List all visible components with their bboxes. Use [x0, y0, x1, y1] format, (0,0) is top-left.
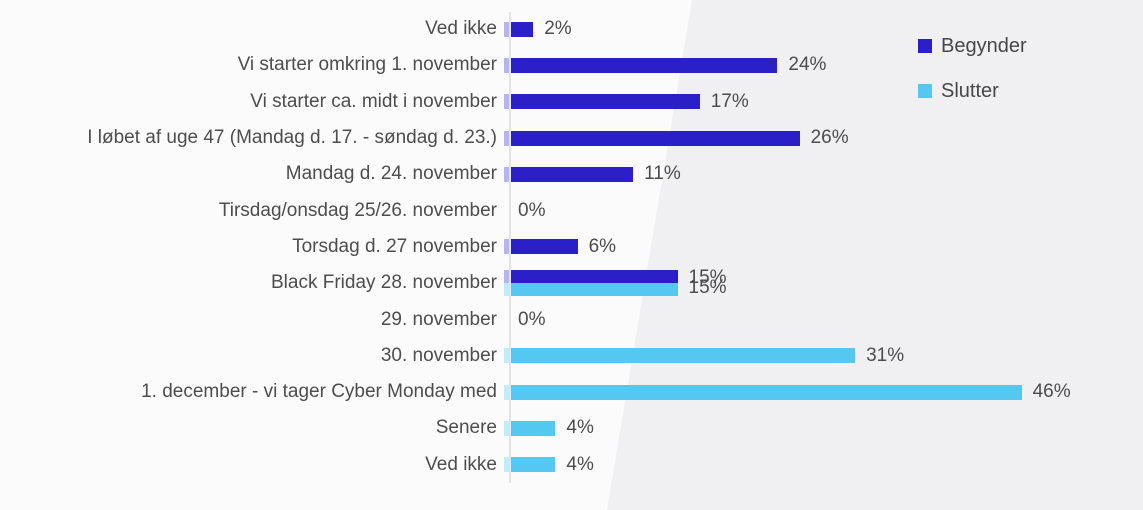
- bar-axis-tip: [504, 94, 511, 110]
- category-label: Black Friday 28. november: [271, 272, 497, 294]
- legend-swatch-icon: [918, 84, 932, 98]
- bar-axis-tip: [504, 130, 511, 146]
- category-label: Vi starter ca. midt i november: [250, 90, 497, 112]
- value-label: 15%: [688, 277, 727, 299]
- bar-slutter: [511, 384, 1022, 400]
- bar-begynder: [511, 130, 800, 146]
- bar-axis-tip: [504, 384, 511, 400]
- category-label: Senere: [435, 417, 497, 439]
- bar-axis-tip: [504, 348, 511, 364]
- bar-axis-tip: [504, 270, 511, 284]
- category-label: 29. november: [380, 308, 497, 330]
- legend-item-slutter[interactable]: Slutter: [918, 78, 1027, 104]
- value-label: 11%: [644, 163, 681, 185]
- value-label: 24%: [788, 54, 827, 76]
- value-label: 17%: [710, 90, 749, 112]
- bar-axis-tip: [504, 166, 511, 182]
- value-label: 26%: [810, 127, 849, 149]
- value-label: 0%: [518, 199, 546, 221]
- bar-axis-tip: [504, 57, 511, 73]
- legend-label: Begynder: [941, 35, 1027, 57]
- category-label: Ved ikke: [425, 453, 497, 475]
- category-label: Ved ikke: [425, 18, 497, 40]
- category-label: 30. november: [380, 344, 497, 366]
- bar-axis-tip: [504, 21, 511, 37]
- value-label: 4%: [566, 453, 594, 475]
- bar-begynder: [511, 57, 778, 73]
- bar-slutter: [511, 348, 856, 364]
- bar-begynder: [511, 239, 578, 255]
- legend-swatch-icon: [918, 39, 932, 53]
- value-label: 2%: [544, 18, 572, 40]
- bar-axis-tip: [504, 283, 511, 297]
- bar-axis-tip: [504, 420, 511, 436]
- category-label: I løbet af uge 47 (Mandag d. 17. - sønda…: [87, 127, 497, 149]
- category-label: Torsdag d. 27 november: [292, 235, 497, 257]
- legend-label: Slutter: [941, 80, 999, 102]
- bar-begynder: [511, 21, 534, 37]
- category-label: Mandag d. 24. november: [285, 163, 497, 185]
- value-label: 46%: [1032, 381, 1071, 403]
- category-axis-line: [509, 12, 511, 483]
- value-label: 0%: [518, 308, 546, 330]
- category-label: 1. december - vi tager Cyber Monday med: [141, 381, 497, 403]
- value-label: 4%: [566, 417, 594, 439]
- category-label: Vi starter omkring 1. november: [237, 54, 497, 76]
- legend-item-begynder[interactable]: Begynder: [918, 33, 1027, 59]
- value-label: 15%: [688, 267, 727, 289]
- bar-slutter: [511, 457, 556, 473]
- bar-slutter: [511, 420, 556, 436]
- legend: Begynder Slutter: [918, 33, 1027, 123]
- bar-begynder: [511, 270, 678, 284]
- bar-slutter: [511, 283, 678, 297]
- bar-begynder: [511, 94, 700, 110]
- bar-axis-tip: [504, 239, 511, 255]
- value-label: 31%: [866, 344, 905, 366]
- bar-begynder: [511, 166, 634, 182]
- category-label: Tirsdag/onsdag 25/26. november: [218, 199, 497, 221]
- value-label: 6%: [588, 235, 617, 257]
- bar-axis-tip: [504, 457, 511, 473]
